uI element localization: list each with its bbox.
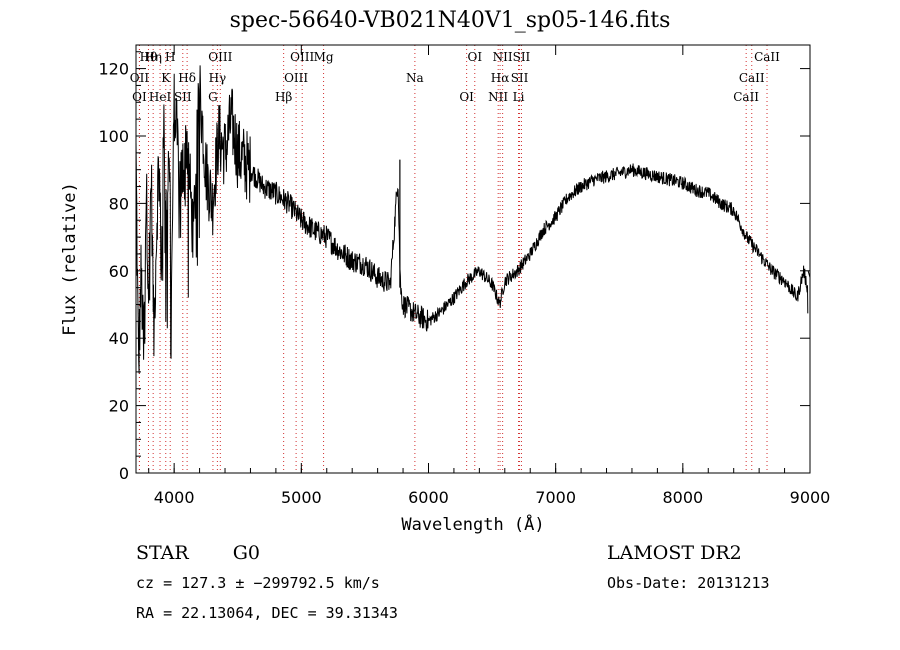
spectral-line-labels: Hθ OII OI Hη K HeI HHδ SII OIII Hγ G OIII OIII Hβ Mg Na…: [130, 50, 780, 104]
line-label: H: [165, 50, 175, 64]
line-label: CaII: [739, 71, 765, 85]
y-tick-label: 40: [109, 329, 129, 348]
redshift-text: cz = 127.3 ± −299792.5 km/s: [136, 574, 380, 592]
observation-date: Obs-Date: 20131213: [607, 574, 770, 592]
line-label: Mg: [314, 50, 334, 64]
survey-name: LAMOST DR2: [607, 542, 742, 564]
line-label: OI: [467, 50, 482, 64]
line-label: OI: [459, 90, 474, 104]
line-label: G: [208, 90, 218, 104]
x-axis-ticks: 4000 5000 6000 7000 8000 9000: [148, 45, 831, 507]
spectral-line-markers: [138, 45, 768, 473]
line-label: OI: [132, 90, 147, 104]
line-label: CaII: [754, 50, 780, 64]
x-tick-label: 9000: [790, 488, 831, 507]
object-class: STAR: [136, 542, 189, 564]
line-label: CaII: [733, 90, 759, 104]
y-tick-label: 80: [109, 194, 129, 213]
line-label: Hδ: [178, 71, 196, 85]
line-label: OII: [130, 71, 150, 85]
y-tick-label: 100: [98, 127, 129, 146]
line-label: NII: [488, 90, 508, 104]
line-label: K: [161, 71, 171, 85]
object-subclass: G0: [232, 542, 261, 564]
plot-frame: [135, 44, 811, 474]
line-label: Hη: [144, 50, 162, 64]
line-label: Li: [513, 90, 525, 104]
y-axis-ticks: 0 20 40 60 80 100 120: [98, 51, 810, 483]
x-tick-label: 6000: [408, 488, 449, 507]
x-tick-label: 7000: [535, 488, 576, 507]
y-tick-label: 120: [98, 60, 129, 79]
line-label: OIII: [290, 50, 314, 64]
spectrum-series: [135, 65, 811, 473]
line-label: Hβ: [275, 90, 292, 104]
y-tick-label: 0: [119, 464, 129, 483]
x-axis-label: Wavelength (Å): [401, 513, 544, 535]
x-tick-label: 8000: [662, 488, 703, 507]
line-label: Hα: [491, 71, 510, 85]
line-label: OIII: [284, 71, 308, 85]
spectrum-line: [135, 65, 809, 374]
line-label: SII: [174, 90, 192, 104]
line-label: SII: [511, 71, 529, 85]
chart-title: spec-56640-VB021N40V1_sp05-146.fits: [229, 8, 671, 33]
coordinates-text: RA = 22.13064, DEC = 39.31343: [136, 604, 398, 622]
y-axis-label: Flux (relative): [60, 182, 80, 336]
line-label: Hγ: [209, 71, 227, 85]
y-tick-label: 20: [109, 397, 129, 416]
line-label: OIII: [208, 50, 232, 64]
line-label: HeI: [149, 90, 172, 104]
x-tick-label: 4000: [154, 488, 195, 507]
y-tick-label: 60: [109, 262, 129, 281]
line-label: NII: [493, 50, 513, 64]
x-tick-label: 5000: [281, 488, 322, 507]
line-label: Hθ: [140, 50, 158, 64]
line-label: SII: [513, 50, 531, 64]
line-label: Na: [406, 71, 424, 85]
